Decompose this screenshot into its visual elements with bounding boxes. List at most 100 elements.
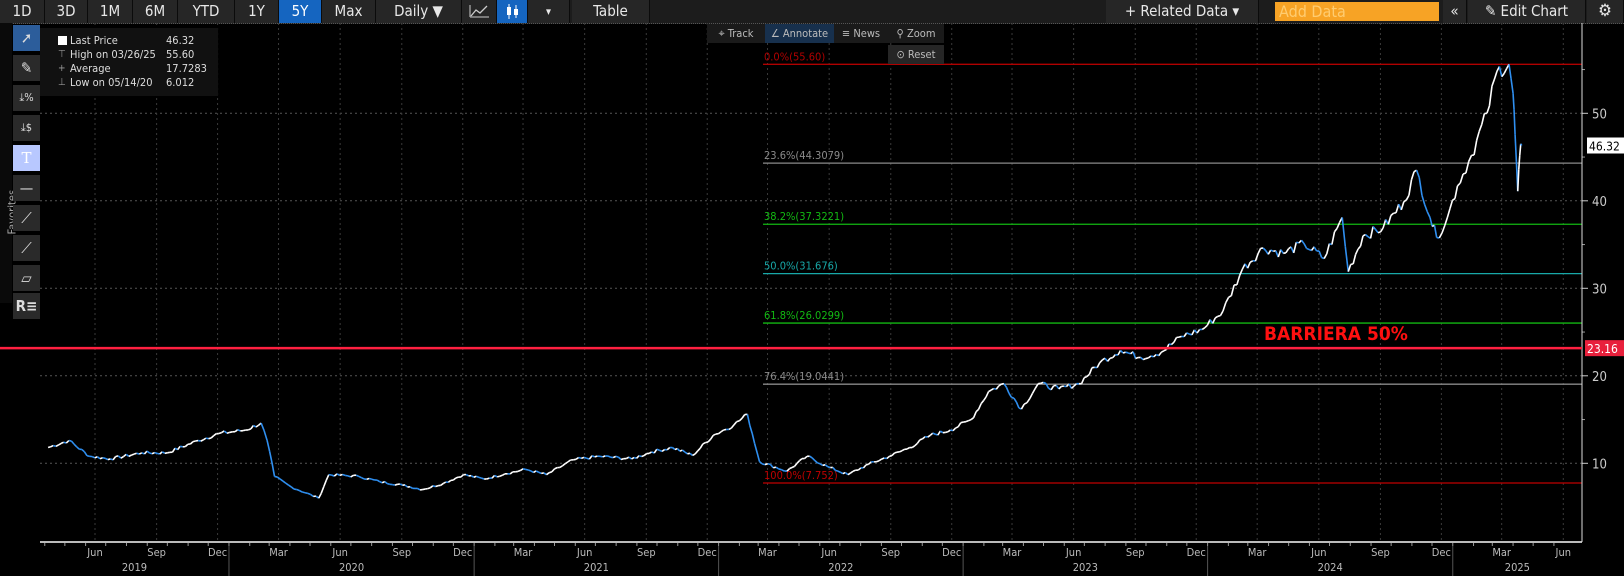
price-segment xyxy=(717,431,722,435)
barrier-label: BARRIERA 50% xyxy=(1264,323,1408,345)
price-segment xyxy=(1173,337,1178,343)
price-segment xyxy=(247,428,252,431)
price-segment xyxy=(1493,71,1498,80)
price-segment xyxy=(1354,248,1359,255)
annotate-button[interactable]: ∠ Annotate xyxy=(765,24,834,43)
price-segment xyxy=(653,448,658,454)
price-segment xyxy=(486,477,490,480)
price-segment xyxy=(692,453,696,457)
chart-type-dropdown[interactable]: ▾ xyxy=(528,0,570,23)
price-segment xyxy=(832,466,836,471)
fib-level-label: 38.2%(37.3221) xyxy=(764,210,844,223)
price-segment xyxy=(290,486,295,490)
price-segment xyxy=(1191,329,1196,336)
price-segment xyxy=(65,439,70,444)
price-segment xyxy=(491,474,496,479)
reset-button[interactable]: ⊙ Reset xyxy=(888,45,944,64)
price-segment xyxy=(554,466,558,470)
price-segment xyxy=(1459,173,1464,184)
price-segment xyxy=(320,486,325,494)
price-segment xyxy=(886,455,890,460)
x-tick-label: Mar xyxy=(514,546,534,559)
text-icon[interactable]: T xyxy=(13,145,40,171)
price-segment xyxy=(1433,225,1438,238)
price-segment xyxy=(149,452,153,455)
fib-level-label: 76.4%(19.0441) xyxy=(764,370,844,383)
legend-box: Last Price 46.32 ⊤ High on 03/26/25 55.60 +… xyxy=(40,28,218,96)
frequency-dropdown[interactable]: Daily ▼ xyxy=(376,0,462,23)
price-segment xyxy=(1421,195,1426,205)
dollar-level-icon[interactable]: ⤓$ xyxy=(13,115,40,141)
price-segment xyxy=(452,477,457,481)
channel-icon[interactable]: ▱ xyxy=(13,265,40,291)
price-segment xyxy=(730,424,735,429)
price-segment xyxy=(583,456,587,460)
price-segment xyxy=(1122,351,1126,354)
price-segment xyxy=(242,429,246,432)
price-segment xyxy=(131,453,135,456)
x-tick-label: Jun xyxy=(1065,546,1081,559)
price-segment xyxy=(1170,341,1175,346)
trend-line-icon[interactable]: ⟋ xyxy=(13,205,40,231)
price-segment xyxy=(1465,161,1470,174)
price-segment xyxy=(1238,268,1244,276)
r-legend-icon[interactable]: R≡ xyxy=(13,293,40,319)
price-segment xyxy=(226,431,230,434)
price-segment xyxy=(318,492,322,499)
price-segment xyxy=(200,439,204,442)
table-button[interactable]: Table xyxy=(572,0,650,23)
candlestick-icon[interactable] xyxy=(497,0,528,23)
price-segment xyxy=(1058,385,1062,390)
range-3d-button[interactable]: 3D xyxy=(45,0,88,23)
range-1m-button[interactable]: 1M xyxy=(88,0,133,23)
range-ytd-button[interactable]: YTD xyxy=(178,0,235,23)
price-segment xyxy=(509,471,514,475)
ray-line-icon[interactable]: ⟋ xyxy=(13,235,40,261)
track-button[interactable]: ⌖ Track xyxy=(707,24,765,43)
price-segment xyxy=(1508,64,1512,79)
x-tick-label: Jun xyxy=(331,546,347,559)
range-5y-button[interactable]: 5Y xyxy=(279,0,322,23)
price-segment xyxy=(1005,387,1010,394)
price-segment xyxy=(60,441,65,445)
price-segment xyxy=(1132,351,1137,359)
legend-average: + Average 17.7283 xyxy=(58,62,207,75)
range-max-button[interactable]: Max xyxy=(322,0,376,23)
price-segment xyxy=(591,455,595,458)
range-1y-button[interactable]: 1Y xyxy=(235,0,279,23)
range-1d-button[interactable]: 1D xyxy=(0,0,45,23)
price-segment xyxy=(1503,68,1508,74)
fib-level-label: 23.6%(44.3079) xyxy=(764,149,844,162)
price-segment xyxy=(1462,172,1467,175)
price-segment xyxy=(1050,385,1055,391)
price-segment xyxy=(1003,383,1008,388)
x-tick-label: Sep xyxy=(637,546,656,559)
price-segment xyxy=(376,479,381,483)
horizontal-line-icon[interactable]: — xyxy=(13,175,40,201)
price-segment xyxy=(666,446,671,451)
collapse-button[interactable]: « xyxy=(1443,0,1467,23)
price-segment xyxy=(656,448,660,451)
add-data-input[interactable]: Add Data xyxy=(1275,2,1439,21)
price-segment xyxy=(1246,261,1251,269)
range-6m-button[interactable]: 6M xyxy=(133,0,178,23)
price-segment xyxy=(1217,314,1221,318)
line-chart-icon[interactable] xyxy=(462,0,497,23)
pencil-icon[interactable]: ✎ xyxy=(13,55,40,81)
price-segment xyxy=(1321,256,1325,260)
price-segment xyxy=(331,474,335,477)
price-segment xyxy=(339,473,343,477)
pointer-icon[interactable]: ➚ xyxy=(13,25,40,51)
price-segment xyxy=(1387,215,1392,225)
price-segment xyxy=(1313,246,1318,252)
news-button[interactable]: ≡ News xyxy=(834,24,888,43)
price-segment xyxy=(1475,131,1480,141)
related-data-button[interactable]: + Related Data ▾ xyxy=(1106,0,1259,23)
fib-level-label: 61.8%(26.0299) xyxy=(764,309,844,322)
zoom-button[interactable]: ⚲ Zoom xyxy=(888,24,944,43)
percent-level-icon[interactable]: ⤓% xyxy=(13,85,40,111)
price-segment xyxy=(844,471,849,476)
price-segment xyxy=(679,449,683,452)
edit-chart-button[interactable]: ✎ Edit Chart xyxy=(1468,0,1586,23)
